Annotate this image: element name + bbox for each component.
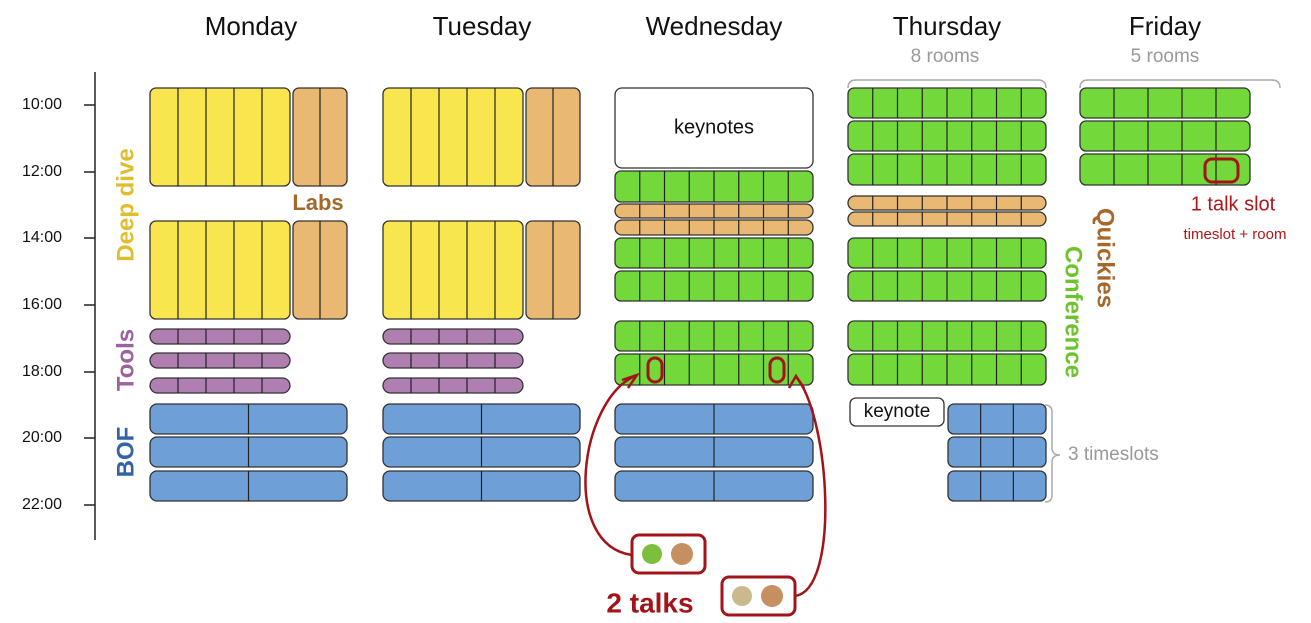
brace <box>1079 79 1281 89</box>
day-title: Tuesday <box>433 11 532 41</box>
arrow <box>584 374 636 557</box>
session-block <box>382 87 524 187</box>
keynote-block <box>614 87 814 169</box>
keynote-block <box>849 397 945 427</box>
track-label: Tools <box>112 329 139 391</box>
brace <box>1044 404 1061 503</box>
session-block <box>149 352 291 369</box>
track-label: BOF <box>112 427 139 478</box>
arrowhead <box>621 372 641 389</box>
track-label: Quickies <box>1092 208 1119 308</box>
session-block <box>947 403 1047 435</box>
rooms-note: 8 rooms <box>911 46 980 67</box>
talk-marker <box>646 356 664 384</box>
talk-slot-note: 1 talk slot <box>1191 193 1276 215</box>
track-label: Conference <box>1060 246 1087 378</box>
time-label: 22:00 <box>22 496 62 513</box>
time-label: 20:00 <box>22 429 62 446</box>
shapes <box>84 72 1281 617</box>
talks-note: 2 talks <box>606 587 693 618</box>
session-block <box>1079 87 1251 119</box>
day-title: Thursday <box>893 11 1001 41</box>
time-label: 12:00 <box>22 163 62 180</box>
session-block <box>149 377 291 394</box>
time-label: 18:00 <box>22 363 62 380</box>
track-label: Deep dive <box>112 148 139 261</box>
session-block <box>382 220 524 320</box>
keynote-label: keynote <box>864 401 931 422</box>
icon <box>732 586 752 606</box>
keynotes-label: keynotes <box>674 116 754 138</box>
session-block <box>947 470 1047 502</box>
time-label: 16:00 <box>22 296 62 313</box>
session-block <box>1079 120 1251 152</box>
speaker-photo <box>671 543 693 565</box>
day-title: Monday <box>205 11 298 41</box>
icon <box>642 544 662 564</box>
speaker-photo <box>761 585 783 607</box>
session-block <box>382 352 524 369</box>
day-title: Wednesday <box>646 11 783 41</box>
session-block <box>149 87 291 187</box>
session-block <box>149 220 291 320</box>
timeslots-note: 3 timeslots <box>1068 444 1159 465</box>
arrowhead <box>787 373 806 389</box>
time-label: 10:00 <box>22 96 62 113</box>
session-block <box>947 436 1047 468</box>
rooms-note: 5 rooms <box>1131 46 1200 67</box>
time-label: 14:00 <box>22 229 62 246</box>
talk-slot-note: timeslot + room <box>1184 226 1287 243</box>
talk-slot-marker <box>1203 157 1240 184</box>
arrow <box>794 377 827 598</box>
session-block <box>382 328 524 345</box>
day-title: Friday <box>1129 11 1201 41</box>
talk-marker <box>768 356 786 384</box>
brace <box>847 79 1047 89</box>
session-block <box>149 328 291 345</box>
track-label: Labs <box>292 190 343 215</box>
session-block <box>382 377 524 394</box>
